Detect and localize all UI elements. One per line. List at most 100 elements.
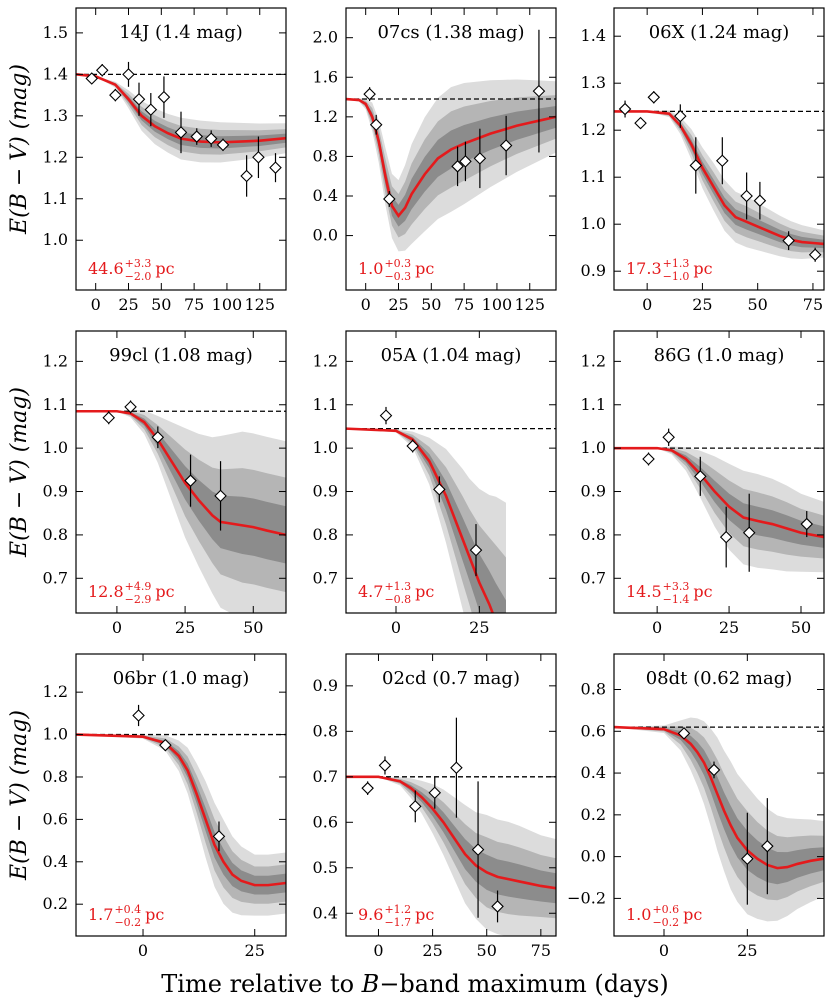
- annotation-upper-error: +3.3: [125, 257, 152, 270]
- annotation-unit: pc: [145, 905, 164, 924]
- x-tick-label: 125: [514, 295, 545, 314]
- y-tick-label: 0.8: [313, 721, 338, 740]
- annotation-value: 44.6: [88, 259, 124, 278]
- panel-title: 99cl (1.08 mag): [109, 345, 253, 366]
- plot-area: [346, 717, 556, 936]
- band-middle: [76, 74, 286, 155]
- y-tick-label: 0.6: [313, 812, 338, 831]
- annotation-unit: pc: [415, 905, 434, 924]
- panel-frame: [345, 7, 557, 291]
- data-point-5: [450, 761, 463, 774]
- model-curve: [346, 775, 556, 890]
- plot-area: [614, 428, 824, 573]
- y-tick-label: 1.3: [43, 106, 68, 125]
- model-curve: [346, 427, 495, 613]
- y-tick-label: 0.8: [313, 525, 338, 544]
- annotation-unit: pc: [415, 582, 434, 601]
- panel-4: 0 25 50 0.7 0.8 0.9 1.0 1.1 1.2 99cl (1.08 mag) 12…: [43, 330, 287, 637]
- panel-1: 0 25 50 75 100 125 1.0 1.1 1.2 1.3 1.4 1.5 14J (1.4 …: [43, 7, 287, 314]
- x-tick-label: 75: [184, 295, 204, 314]
- band-middle: [76, 734, 286, 904]
- data-point-11: [216, 138, 230, 152]
- data-point-4: [761, 839, 774, 853]
- x-axis-label-prefix: Time relative to: [161, 970, 362, 998]
- x-tick-label: 25: [245, 941, 265, 960]
- x-tick-label: 100: [482, 295, 513, 314]
- y-tick-label: 0.8: [313, 146, 338, 165]
- band-inner: [346, 776, 556, 904]
- y-tick-label: 1.1: [581, 167, 606, 186]
- x-tick-label: 100: [212, 295, 243, 314]
- x-tick-label: 0: [373, 941, 383, 960]
- x-tick-label: 0: [642, 295, 652, 314]
- panel-frame: [613, 7, 825, 291]
- model-curve: [76, 409, 286, 537]
- y-tick-label: 0.4: [313, 186, 338, 205]
- data-point-3: [694, 470, 707, 483]
- annotation-unit: pc: [693, 259, 712, 278]
- data-point-13: [252, 151, 265, 164]
- data-point-5: [689, 159, 703, 172]
- y-tick-label: 1.6: [313, 67, 338, 86]
- y-tick-label: 0.5: [313, 858, 338, 877]
- plot-area: [346, 406, 556, 613]
- y-tick-label: −0.2: [567, 888, 606, 907]
- model-curve: [76, 73, 286, 144]
- data-point-8: [174, 126, 188, 139]
- x-tick-label: 25: [692, 295, 712, 314]
- band-inner: [614, 727, 824, 885]
- model-curve: [614, 446, 824, 539]
- x-tick-label: 0: [361, 295, 371, 314]
- y-tick-label: 0.7: [313, 767, 338, 786]
- x-tick-label: 25: [469, 618, 489, 637]
- x-tick-label: 75: [803, 295, 823, 314]
- y-tick-label: 0.8: [43, 525, 68, 544]
- data-point-3: [647, 91, 661, 104]
- annotation-lower-error: −0.2: [652, 916, 679, 929]
- y-tick-label: 1.1: [43, 395, 68, 414]
- annotation-value: 1.7: [88, 905, 113, 924]
- data-point-3: [109, 88, 122, 102]
- y-tick-label: 0.0: [581, 847, 606, 866]
- data-point-12: [240, 169, 253, 183]
- panel-frame: [345, 330, 557, 614]
- y-tick-label: 1.2: [581, 120, 606, 139]
- data-point-2: [406, 439, 419, 453]
- data-point-3: [741, 852, 754, 865]
- annotation-value: 14.5: [626, 582, 662, 601]
- panel-frame: [75, 7, 287, 291]
- data-point-9: [782, 234, 795, 247]
- y-tick-label: 1.5: [43, 23, 68, 42]
- annotation-upper-error: +3.3: [663, 580, 690, 593]
- y-tick-label: 1.2: [581, 351, 606, 370]
- panel-title: 06br (1.0 mag): [113, 668, 249, 689]
- annotation-lower-error: −1.4: [663, 593, 690, 606]
- panel-9: 0 25 −0.2 0.0 0.2 0.4 0.6 0.8 08dt (0.62 mag) 1.0…: [567, 653, 825, 960]
- x-axis-label-band: B: [361, 970, 380, 998]
- data-point-1: [618, 102, 632, 116]
- data-point-3: [212, 830, 226, 843]
- x-tick-label: 25: [118, 295, 138, 314]
- x-tick-label: 50: [421, 295, 441, 314]
- band-inner: [76, 411, 286, 564]
- data-point-7: [499, 139, 513, 152]
- y-tick-label: 0.6: [43, 809, 68, 828]
- y-tick-label: 0.8: [581, 525, 606, 544]
- data-point-2: [124, 400, 137, 414]
- y-tick-label: 0.9: [313, 676, 338, 695]
- data-point-1: [102, 411, 116, 425]
- y-tick-label: 0.6: [581, 721, 606, 740]
- data-point-1: [132, 709, 145, 722]
- data-point-4: [674, 109, 687, 123]
- y-tick-label: 1.4: [581, 26, 606, 45]
- y-tick-label: 0.4: [43, 852, 68, 871]
- x-tick-label: 75: [454, 295, 474, 314]
- band-inner: [346, 428, 506, 613]
- y-tick-label: 0.8: [581, 680, 606, 699]
- data-point-6: [471, 843, 485, 856]
- panel-3: 0 25 50 75 0.9 1.0 1.1 1.2 1.3 1.4 06X (1.24 mag) 1…: [581, 7, 825, 314]
- y-tick-label: 0.9: [581, 261, 606, 280]
- annotation-value: 12.8: [88, 582, 124, 601]
- y-tick-label: 1.1: [581, 395, 606, 414]
